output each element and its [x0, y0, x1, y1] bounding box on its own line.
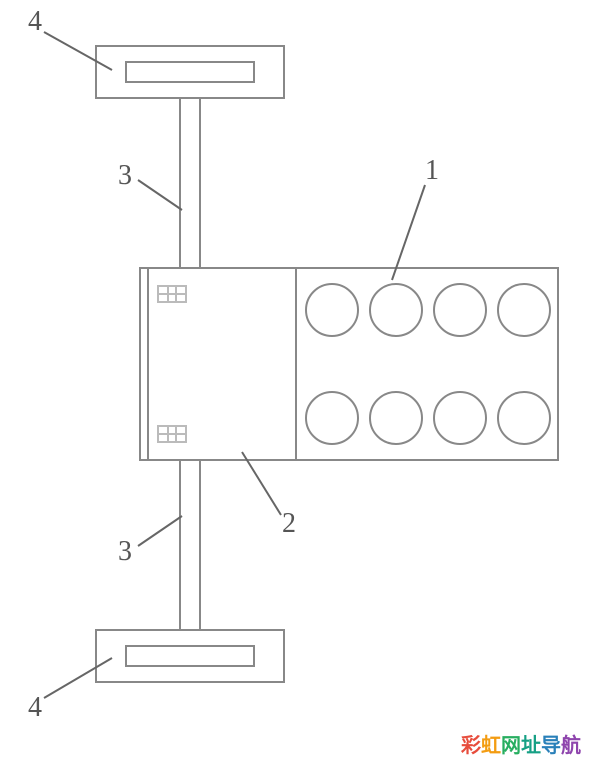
hub-top	[158, 286, 186, 302]
leader-4-bottom	[44, 658, 112, 698]
wheel-bottom	[96, 630, 284, 682]
shaft-top	[180, 98, 200, 268]
diagram-svg	[0, 0, 593, 766]
leader-3-top	[138, 180, 182, 210]
label-2: 2	[282, 508, 296, 540]
engine-block	[296, 268, 558, 460]
leader-4-top	[44, 32, 112, 70]
cylinder	[498, 392, 550, 444]
hub-bottom	[158, 426, 186, 442]
watermark: 彩虹网址导航	[461, 729, 581, 758]
cylinder	[498, 284, 550, 336]
label-1: 1	[425, 155, 439, 187]
leader-3-bottom	[138, 516, 182, 546]
label-4-top: 4	[28, 6, 42, 38]
wheel-top	[96, 46, 284, 98]
cylinder	[370, 284, 422, 336]
label-4-bottom: 4	[28, 692, 42, 724]
label-3-bottom: 3	[118, 536, 132, 568]
leader-1	[392, 185, 425, 280]
cylinder	[306, 284, 358, 336]
cylinder	[306, 392, 358, 444]
gearbox	[140, 268, 296, 460]
cylinder	[370, 392, 422, 444]
leader-2	[242, 452, 281, 515]
label-3-top: 3	[118, 160, 132, 192]
cylinder	[434, 392, 486, 444]
shaft-bottom	[180, 460, 200, 630]
cylinder	[434, 284, 486, 336]
